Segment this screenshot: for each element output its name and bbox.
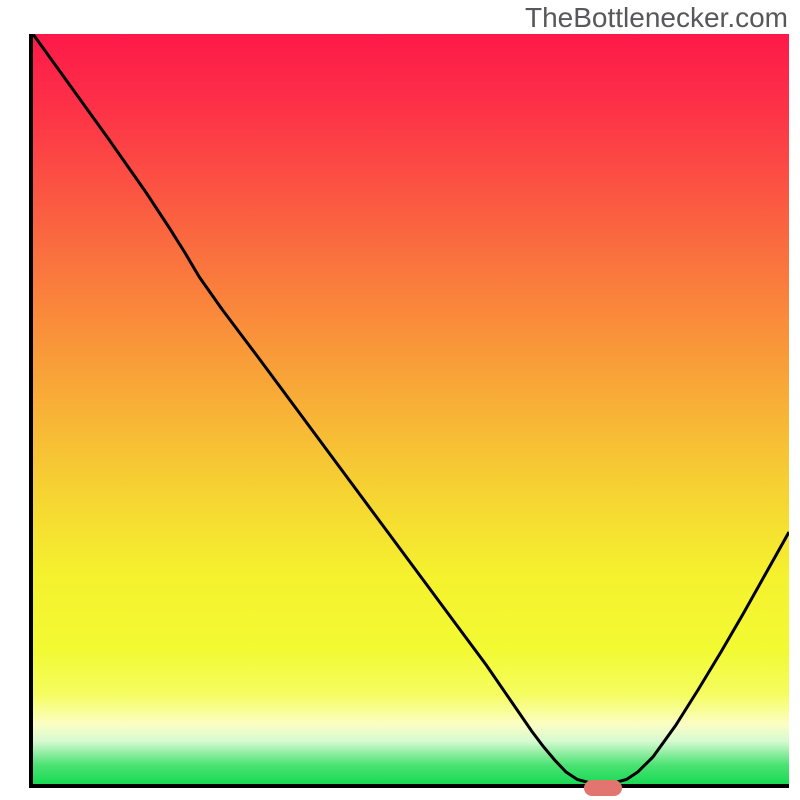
- background-rect: [33, 34, 789, 784]
- plot-area: [29, 34, 789, 788]
- chart-frame: TheBottlenecker.com: [0, 0, 800, 800]
- valley-marker: [584, 780, 622, 797]
- watermark-text: TheBottlenecker.com: [525, 2, 788, 34]
- plot-svg: [33, 34, 789, 784]
